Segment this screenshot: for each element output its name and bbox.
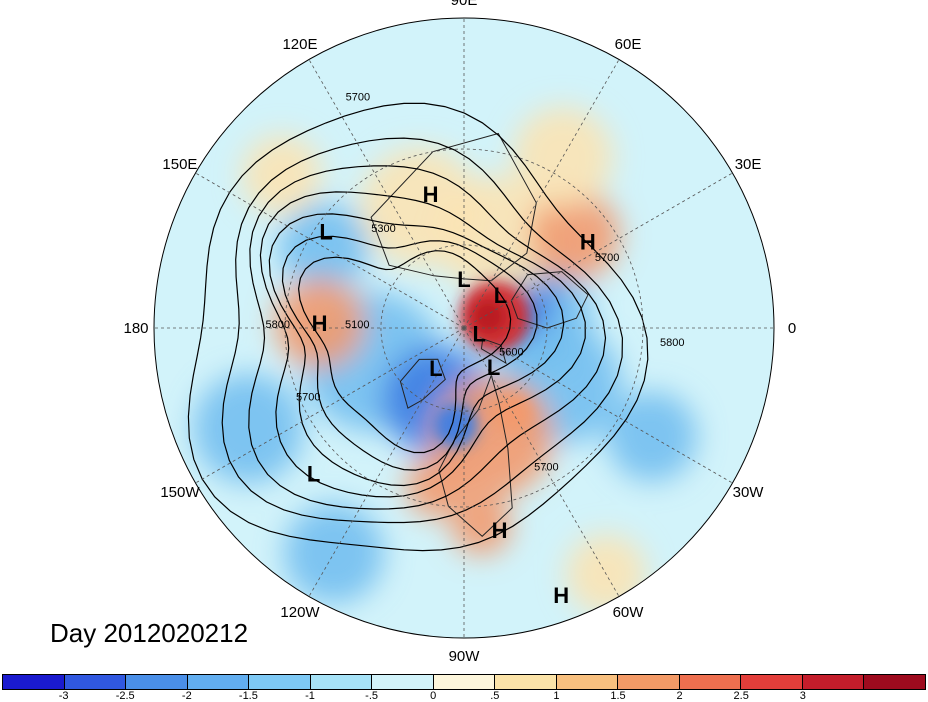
meridian-line xyxy=(308,59,465,329)
colorbar-swatch xyxy=(126,675,188,689)
colorbar-tick-label: -.5 xyxy=(365,690,379,702)
height-contour xyxy=(281,235,538,471)
colorbar-tick-label: 2 xyxy=(676,690,683,702)
high-center-label: H xyxy=(580,229,596,254)
meridian-line xyxy=(463,172,733,329)
meridian-line xyxy=(195,172,465,329)
contour-value-label: 5100 xyxy=(345,319,369,331)
coastline xyxy=(438,373,513,537)
parallel-line xyxy=(284,148,644,508)
height-contour xyxy=(259,191,586,498)
colorbar-tick-label: -1.5 xyxy=(238,690,258,702)
meridian-label: 120E xyxy=(282,36,317,53)
colorbar-swatch xyxy=(495,675,557,689)
meridian-line xyxy=(463,327,620,597)
height-contour xyxy=(248,165,607,510)
colorbar-swatch xyxy=(310,675,373,689)
height-contour xyxy=(187,102,649,552)
low-center-label: L xyxy=(319,219,332,244)
meridian-label: 150W xyxy=(160,484,200,501)
lat-lon-gridlines xyxy=(154,18,774,638)
meridian-label: 90W xyxy=(449,648,481,665)
meridian-line xyxy=(463,327,733,484)
colorbar-swatch xyxy=(864,675,925,689)
colorbar-swatch xyxy=(372,675,434,689)
contour-value-label: 5700 xyxy=(534,462,558,474)
meridian-label: 60W xyxy=(613,604,645,621)
colorbar xyxy=(2,674,926,690)
meridian-label: 90E xyxy=(451,0,478,9)
contour-value-label: 5300 xyxy=(371,223,395,235)
anomaly-field xyxy=(154,18,774,638)
day-label: Day 2012020212 xyxy=(50,618,249,648)
map-boundary xyxy=(153,17,775,639)
height-contour xyxy=(221,137,624,524)
colorbar-tick-label: 1.5 xyxy=(610,690,626,702)
colorbar-swatch xyxy=(802,675,865,689)
meridian-label: 0 xyxy=(788,320,796,337)
meridian-line xyxy=(308,327,465,597)
parallel-line xyxy=(380,244,548,412)
coastline xyxy=(399,358,446,409)
contour-value-label: 5600 xyxy=(499,346,523,358)
colorbar-tick-label: .5 xyxy=(490,690,500,702)
coastline xyxy=(510,271,589,329)
colorbar-tick-label: 1 xyxy=(553,690,560,702)
height-contour xyxy=(297,250,512,454)
colorbar-swatch xyxy=(64,675,127,689)
colorbar-tick-label: 0 xyxy=(430,690,437,702)
meridian-label: 30W xyxy=(733,484,765,501)
low-center-label: L xyxy=(429,356,442,381)
colorbar-tick-label: 2.5 xyxy=(733,690,749,702)
meridian-label: 150E xyxy=(162,156,197,173)
colorbar-tick-label: -2 xyxy=(181,690,192,702)
colorbar-tick-label: 3 xyxy=(799,690,806,702)
low-center-label: L xyxy=(457,267,470,292)
polar-stereographic-map: 5700 5300 5800 5100 5700 5700 5600 5800 5700 90E… xyxy=(123,0,796,665)
meridian-label: 120W xyxy=(280,604,320,621)
contour-value-label: 5700 xyxy=(346,91,370,103)
meridian-line xyxy=(463,59,620,329)
colorbar-swatch xyxy=(3,675,65,689)
height-contours xyxy=(187,102,649,552)
meridian-label: 60E xyxy=(615,36,642,53)
high-center-label: H xyxy=(312,311,328,336)
height-contour xyxy=(268,213,565,487)
colorbar-swatch xyxy=(741,675,803,689)
colorbar-swatch xyxy=(556,675,619,689)
low-center-label: L xyxy=(473,322,486,347)
low-center-label: L xyxy=(307,461,320,486)
colorbar-tick-label: -2.5 xyxy=(115,690,135,702)
meridian-labels: 90E 60E 30E 0 30W 60W 90W 120W 150W 180 150E 120E xyxy=(123,0,796,665)
colorbar-swatch xyxy=(679,675,742,689)
low-center-label: L xyxy=(487,355,500,380)
contour-value-label: 5800 xyxy=(660,337,684,349)
contour-labels: 5700 5300 5800 5100 5700 5700 5600 5800 5700 xyxy=(265,91,684,473)
contour-value-label: 5800 xyxy=(265,319,289,331)
colorbar-swatch xyxy=(433,675,496,689)
contour-value-label: 5700 xyxy=(595,252,619,264)
colorbar-tick-label: -3 xyxy=(58,690,69,702)
high-center-label: H xyxy=(553,583,569,608)
colorbar-swatch xyxy=(249,675,311,689)
high-center-label: H xyxy=(492,518,508,543)
colorbar-swatch xyxy=(187,675,250,689)
low-center-label: L xyxy=(494,283,507,308)
colorbar-tick-label: -1 xyxy=(305,690,315,702)
high-center-label: H xyxy=(423,182,439,207)
meridian-label: 180 xyxy=(123,320,148,337)
contour-value-label: 5700 xyxy=(296,392,320,404)
colorbar-swatch xyxy=(618,675,680,689)
meridian-line xyxy=(195,327,465,484)
meridian-label: 30E xyxy=(735,156,762,173)
